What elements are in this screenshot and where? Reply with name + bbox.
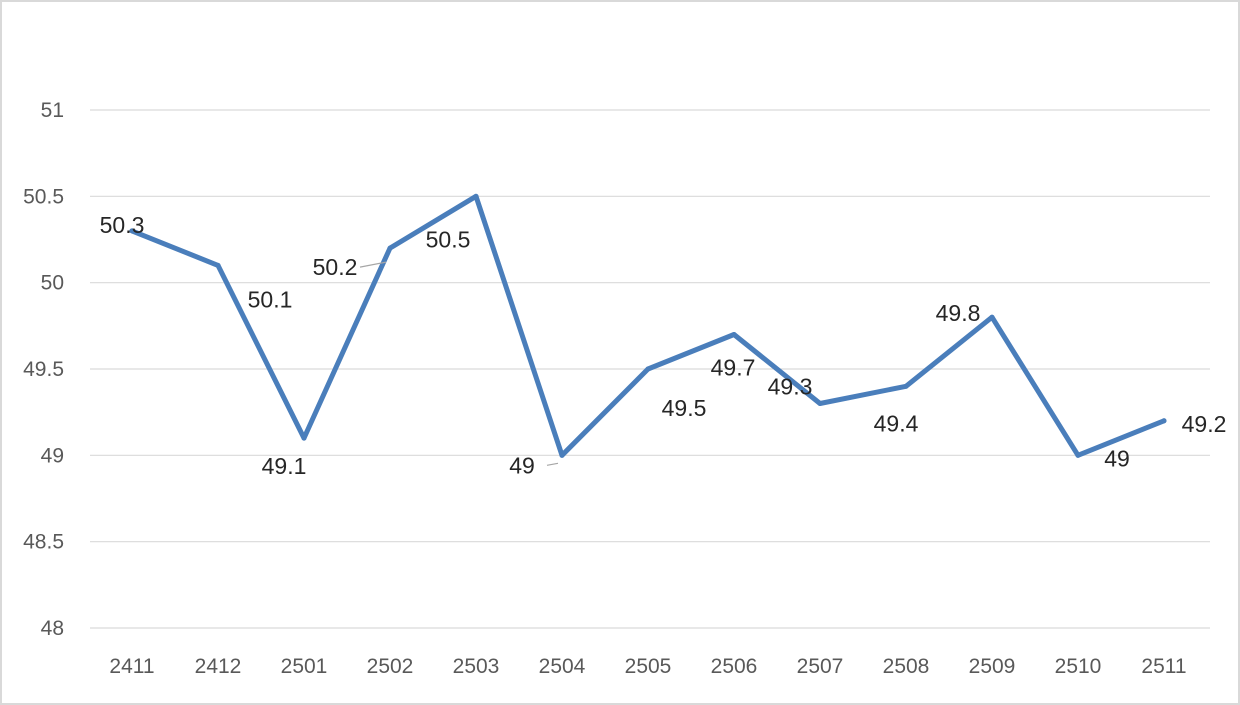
data-label: 49: [509, 452, 535, 478]
data-label: 50.5: [426, 226, 471, 252]
series-layer: [129, 193, 1167, 458]
data-point: [989, 314, 995, 320]
data-label: 50.1: [248, 286, 293, 312]
x-tick-label: 2501: [281, 655, 328, 678]
data-point: [215, 262, 221, 268]
data-point: [903, 383, 909, 389]
x-tick-label: 2511: [1141, 655, 1186, 678]
x-tick-label: 2411: [109, 655, 154, 678]
x-tick-label: 2504: [539, 655, 586, 678]
y-tick-label: 51: [41, 99, 64, 122]
data-point: [473, 193, 479, 199]
y-tick-label: 49: [41, 444, 64, 467]
data-label: 49.3: [768, 374, 813, 400]
y-tick-label: 50.5: [23, 185, 64, 208]
data-label: 50.2: [313, 254, 358, 280]
x-axis-ticks: 2411 2412 2501 2502 2503 2504 2505 2506 2507 2508…: [109, 655, 1186, 678]
x-tick-label: 2505: [625, 655, 672, 678]
y-tick-label: 49.5: [23, 358, 64, 381]
x-tick-label: 2509: [969, 655, 1016, 678]
label-leader-line: [546, 462, 559, 466]
label-leader-line: [359, 261, 387, 268]
x-tick-label: 2508: [883, 655, 930, 678]
y-tick-label: 48.5: [23, 531, 64, 554]
x-tick-label: 2502: [367, 655, 414, 678]
data-point: [645, 366, 651, 372]
data-label: 49.4: [874, 410, 919, 436]
data-label: 49.1: [262, 453, 307, 479]
data-labels: 50.3 50.1 49.1 50.2 50.5 49 49.549.7 49.3 49.4 49…: [100, 212, 1227, 479]
data-point: [817, 401, 823, 407]
gridlines: [90, 109, 1210, 629]
data-point: [559, 452, 565, 458]
data-label: 49.5: [662, 395, 707, 421]
data-point: [129, 228, 135, 234]
y-tick-label: 48: [41, 617, 64, 640]
y-tick-label: 50: [41, 272, 64, 295]
x-tick-label: 2507: [797, 655, 844, 678]
series-line: [129, 193, 1167, 458]
y-axis-ticks: 48 48.5 49 49.5 50 50.5 51: [23, 99, 64, 640]
data-label: 49.8: [936, 300, 981, 326]
x-tick-label: 2510: [1055, 655, 1102, 678]
x-tick-label: 2412: [195, 655, 242, 678]
data-point: [301, 435, 307, 441]
x-tick-label: 2506: [711, 655, 758, 678]
data-point: [731, 331, 737, 337]
data-point: [1075, 452, 1081, 458]
data-label: 49.7: [711, 354, 756, 380]
data-point: [1161, 418, 1167, 424]
x-tick-label: 2503: [453, 655, 500, 678]
data-label: 50.3: [100, 212, 145, 238]
data-point: [387, 245, 393, 251]
data-label: 49.2: [1182, 411, 1227, 437]
data-label: 49: [1104, 445, 1130, 471]
